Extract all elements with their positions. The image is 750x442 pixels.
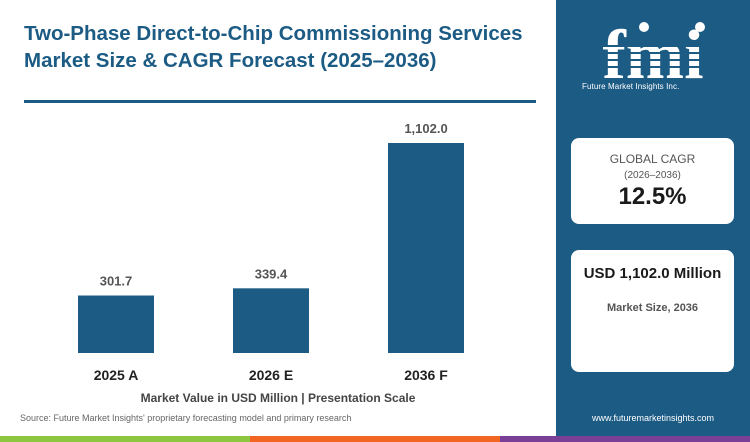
bar-2036-f <box>388 143 464 353</box>
sidebar: fmi Future Market Insights Inc. GLOBAL C… <box>556 0 750 436</box>
logo-tagline: Future Market Insights Inc. <box>582 82 680 91</box>
bottom-bar-segment-orange <box>250 436 500 442</box>
bar-2026-e <box>233 288 309 353</box>
chart-panel: Two-Phase Direct-to-Chip Commissioning S… <box>20 22 536 423</box>
bottom-bar-segment-purple <box>500 436 750 442</box>
cagr-label: GLOBAL CAGR <box>609 152 696 166</box>
logo-letters: fmi <box>602 17 703 94</box>
chart-title: Two-Phase Direct-to-Chip Commissioning S… <box>24 22 523 72</box>
market-size-label: Market Size, 2036 <box>606 302 699 314</box>
category-label: 2036 F <box>404 367 448 383</box>
value-label: 301.7 <box>100 274 133 289</box>
value-label: 339.4 <box>255 266 288 281</box>
market-size-value: USD 1,102.0 Million <box>583 265 722 282</box>
cagr-value: 12.5% <box>618 183 687 210</box>
bottom-color-bar <box>0 436 750 442</box>
x-axis-label: Market Value in USD Million | Presentati… <box>140 391 416 405</box>
category-label: 2026 E <box>249 367 293 383</box>
title-divider <box>24 100 536 103</box>
fmi-logo: fmi <box>578 17 728 94</box>
bar-2025-a <box>78 295 154 353</box>
bottom-bar-segment-green <box>0 436 250 442</box>
cagr-period: (2026–2036) <box>624 170 681 181</box>
bar-chart: 301.7 2025 A 339.4 2026 E 1,102.0 2036 F <box>78 121 464 383</box>
source-note: Source: Future Market Insights' propriet… <box>20 413 352 423</box>
market-size-card: USD 1,102.0 Million Market Size, 2036 <box>571 250 734 372</box>
cagr-card: GLOBAL CAGR (2026–2036) 12.5% <box>571 138 734 224</box>
category-label: 2025 A <box>94 367 139 383</box>
value-label: 1,102.0 <box>404 121 447 136</box>
website-link[interactable]: www.futuremarketinsights.com <box>591 413 715 423</box>
